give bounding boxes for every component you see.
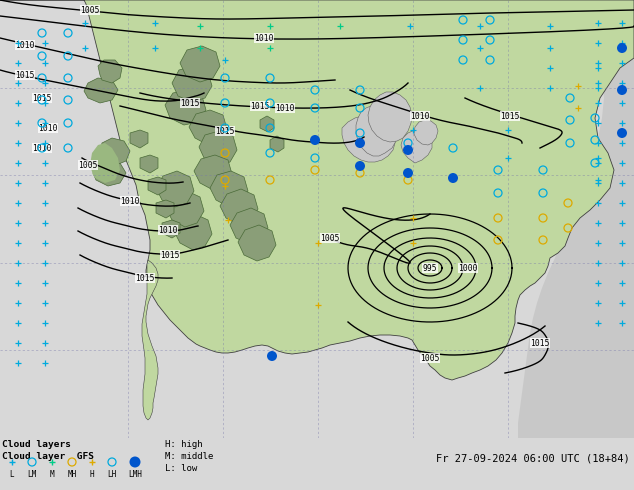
Polygon shape (156, 200, 174, 218)
Text: 995: 995 (423, 264, 437, 272)
Polygon shape (142, 260, 158, 420)
Text: 1015: 1015 (500, 112, 520, 121)
Text: M: middle: M: middle (165, 452, 214, 461)
Polygon shape (199, 131, 237, 166)
Polygon shape (189, 110, 227, 145)
Text: LM: LM (27, 470, 37, 479)
Polygon shape (84, 78, 118, 103)
Text: M: M (49, 470, 55, 479)
Polygon shape (220, 189, 258, 225)
Polygon shape (148, 177, 166, 195)
Polygon shape (518, 0, 634, 438)
Polygon shape (414, 120, 438, 145)
Circle shape (617, 43, 627, 53)
Text: 1010: 1010 (254, 33, 274, 43)
Text: LH: LH (107, 470, 117, 479)
Polygon shape (230, 208, 268, 244)
Polygon shape (194, 155, 232, 190)
Text: 1010: 1010 (158, 225, 178, 235)
Text: 1010: 1010 (38, 123, 58, 132)
Polygon shape (100, 138, 130, 165)
Text: L: L (10, 470, 15, 479)
Text: 1010: 1010 (410, 112, 430, 121)
Text: 1015: 1015 (250, 101, 269, 111)
Text: 1015: 1015 (160, 250, 180, 260)
Polygon shape (98, 60, 122, 83)
Text: 1015: 1015 (180, 98, 200, 107)
Polygon shape (356, 106, 398, 156)
Polygon shape (401, 130, 432, 163)
Polygon shape (162, 220, 180, 238)
Text: 1000: 1000 (458, 264, 478, 272)
Text: L: low: L: low (165, 464, 197, 473)
Polygon shape (156, 171, 194, 207)
Text: 1010: 1010 (275, 103, 295, 113)
Polygon shape (210, 171, 248, 207)
Polygon shape (270, 136, 284, 152)
Text: Cloud layer  GFS: Cloud layer GFS (2, 452, 94, 461)
Text: H: high: H: high (165, 440, 203, 449)
Circle shape (310, 135, 320, 145)
Polygon shape (93, 160, 126, 186)
Text: 1010: 1010 (120, 196, 139, 205)
Text: 1015: 1015 (216, 126, 235, 136)
Polygon shape (172, 66, 212, 102)
Circle shape (617, 128, 627, 138)
Text: 1015: 1015 (15, 71, 35, 79)
Text: 1015: 1015 (32, 94, 52, 102)
Text: Fr 27-09-2024 06:00 UTC (18+84): Fr 27-09-2024 06:00 UTC (18+84) (436, 453, 630, 463)
Circle shape (448, 173, 458, 183)
Text: 1010: 1010 (15, 41, 35, 49)
Circle shape (617, 85, 627, 95)
Text: 1005: 1005 (320, 234, 340, 243)
Text: H: H (89, 470, 94, 479)
Polygon shape (166, 191, 204, 227)
Circle shape (403, 168, 413, 178)
Text: Cloud layers: Cloud layers (2, 440, 71, 449)
Text: 1005: 1005 (420, 353, 440, 363)
Polygon shape (140, 155, 158, 173)
Polygon shape (174, 214, 212, 250)
Text: 1010: 1010 (32, 144, 52, 152)
Polygon shape (260, 116, 274, 132)
Polygon shape (90, 143, 120, 183)
Text: 1005: 1005 (78, 161, 98, 170)
Text: 1015: 1015 (135, 273, 155, 283)
Polygon shape (368, 92, 412, 142)
Polygon shape (180, 46, 220, 82)
Polygon shape (0, 0, 634, 380)
Polygon shape (130, 130, 148, 148)
Polygon shape (165, 90, 206, 125)
Circle shape (129, 457, 141, 467)
Circle shape (355, 138, 365, 148)
Polygon shape (238, 225, 276, 261)
Text: 1015: 1015 (530, 339, 550, 347)
Text: LMH: LMH (128, 470, 142, 479)
Text: 1005: 1005 (81, 5, 100, 15)
Circle shape (355, 161, 365, 171)
Circle shape (403, 145, 413, 155)
Text: MH: MH (67, 470, 77, 479)
Circle shape (267, 351, 277, 361)
Polygon shape (342, 116, 395, 162)
